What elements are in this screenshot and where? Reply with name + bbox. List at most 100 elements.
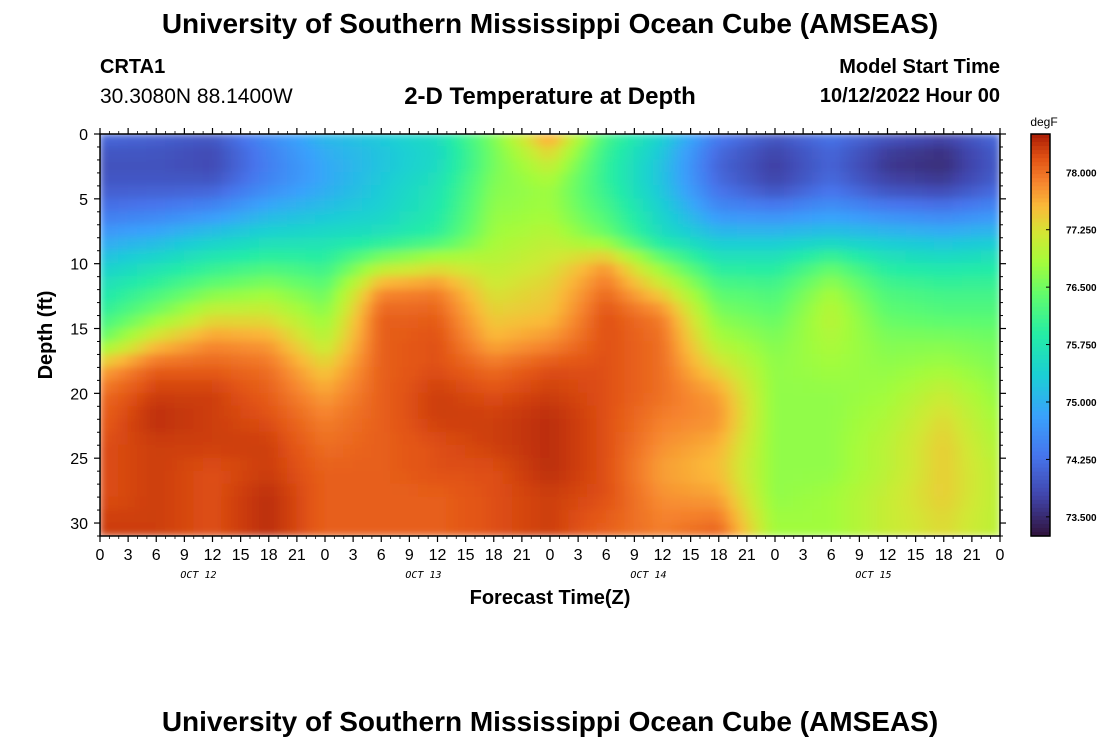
heatmap-cell xyxy=(174,263,185,278)
heatmap-cell xyxy=(474,185,485,200)
heatmap-cell xyxy=(699,224,710,239)
heatmap-cell xyxy=(333,146,345,161)
heatmap-cell xyxy=(718,340,729,355)
heatmap-cell xyxy=(718,237,729,252)
heatmap-cell xyxy=(633,470,645,485)
heatmap-cell xyxy=(230,302,242,317)
heatmap-cell xyxy=(408,289,420,304)
heatmap-cell xyxy=(802,496,813,511)
heatmap-cell xyxy=(765,159,776,174)
heatmap-cell xyxy=(652,470,663,485)
heatmap-cell xyxy=(165,172,176,187)
heatmap-cell xyxy=(737,496,748,511)
heatmap-cell xyxy=(146,315,157,330)
heatmap-cell xyxy=(437,509,448,524)
heatmap-cell xyxy=(971,340,982,355)
heatmap-cell xyxy=(830,483,842,498)
heatmap-cell xyxy=(465,328,476,342)
heatmap-cell xyxy=(483,366,495,381)
heatmap-cell xyxy=(905,185,917,200)
heatmap-cell xyxy=(662,496,673,511)
heatmap-cell xyxy=(577,134,588,148)
heatmap-cell xyxy=(296,509,307,524)
colorbar-segment xyxy=(1031,507,1050,513)
heatmap-cell xyxy=(558,522,570,536)
heatmap-cell xyxy=(287,250,298,265)
heatmap-cell xyxy=(483,146,495,161)
heatmap-cell xyxy=(924,483,935,498)
heatmap-cell xyxy=(343,224,354,239)
heatmap-cell xyxy=(493,457,504,472)
heatmap-cell xyxy=(380,159,392,174)
heatmap-cell xyxy=(690,224,701,239)
heatmap-cell xyxy=(212,289,223,304)
heatmap-cell xyxy=(549,289,560,304)
heatmap-cell xyxy=(165,340,176,355)
heatmap-cell xyxy=(418,496,429,511)
heatmap-cell xyxy=(812,172,823,187)
heatmap-cell xyxy=(230,211,242,226)
heatmap-cell xyxy=(474,379,485,394)
heatmap-cell xyxy=(971,289,982,304)
heatmap-cell xyxy=(502,457,513,472)
heatmap-cell xyxy=(100,483,110,498)
heatmap-cell xyxy=(343,134,354,148)
heatmap-cell xyxy=(146,496,157,511)
heatmap-cell xyxy=(755,315,767,330)
heatmap-cell xyxy=(165,198,176,213)
heatmap-cell xyxy=(774,353,785,368)
heatmap-cell xyxy=(877,134,888,148)
heatmap-cell xyxy=(718,496,729,511)
heatmap-cell xyxy=(137,250,148,265)
heatmap-cell xyxy=(530,522,542,536)
heatmap-cell xyxy=(615,211,626,226)
heatmap-cell xyxy=(868,457,879,472)
heatmap-cell xyxy=(549,496,560,511)
heatmap-cell xyxy=(155,405,167,420)
heatmap-cell xyxy=(887,198,898,213)
heatmap-cell xyxy=(183,224,195,239)
heatmap-cell xyxy=(118,159,129,174)
heatmap-cell xyxy=(915,496,926,511)
heatmap-cell xyxy=(202,250,213,265)
heatmap-cell xyxy=(127,224,138,239)
heatmap-cell xyxy=(212,418,223,433)
heatmap-cell xyxy=(980,172,992,187)
heatmap-cell xyxy=(446,263,457,278)
heatmap-cell xyxy=(390,405,401,420)
heatmap-cell xyxy=(924,198,935,213)
heatmap-cell xyxy=(427,366,438,381)
heatmap-cell xyxy=(502,289,513,304)
colorbar-segment xyxy=(1031,226,1050,232)
heatmap-cell xyxy=(887,509,898,524)
heatmap-cell xyxy=(549,522,560,536)
heatmap-cell xyxy=(277,198,288,213)
heatmap-cell xyxy=(399,418,410,433)
heatmap-cell xyxy=(230,483,242,498)
heatmap-cell xyxy=(990,250,1000,265)
heatmap-cell xyxy=(108,250,120,265)
heatmap-cell xyxy=(455,496,467,511)
heatmap-cell xyxy=(127,431,138,446)
heatmap-cell xyxy=(502,211,513,226)
heatmap-cell xyxy=(127,340,138,355)
heatmap-cell xyxy=(118,509,129,524)
heatmap-cell xyxy=(887,146,898,161)
heatmap-cell xyxy=(962,159,973,174)
heatmap-cell xyxy=(380,198,392,213)
heatmap-cell xyxy=(812,431,823,446)
heatmap-cell xyxy=(821,483,832,498)
heatmap-cell xyxy=(465,250,476,265)
heatmap-cell xyxy=(971,328,982,342)
heatmap-cell xyxy=(230,185,242,200)
heatmap-cell xyxy=(249,522,260,536)
heatmap-cell xyxy=(962,431,973,446)
heatmap-cell xyxy=(437,340,448,355)
heatmap-cell xyxy=(202,457,213,472)
heatmap-cell xyxy=(146,509,157,524)
heatmap-cell xyxy=(633,250,645,265)
heatmap-cell xyxy=(352,146,363,161)
heatmap-cell xyxy=(474,289,485,304)
heatmap-cell xyxy=(512,315,523,330)
heatmap-cell xyxy=(680,250,692,265)
